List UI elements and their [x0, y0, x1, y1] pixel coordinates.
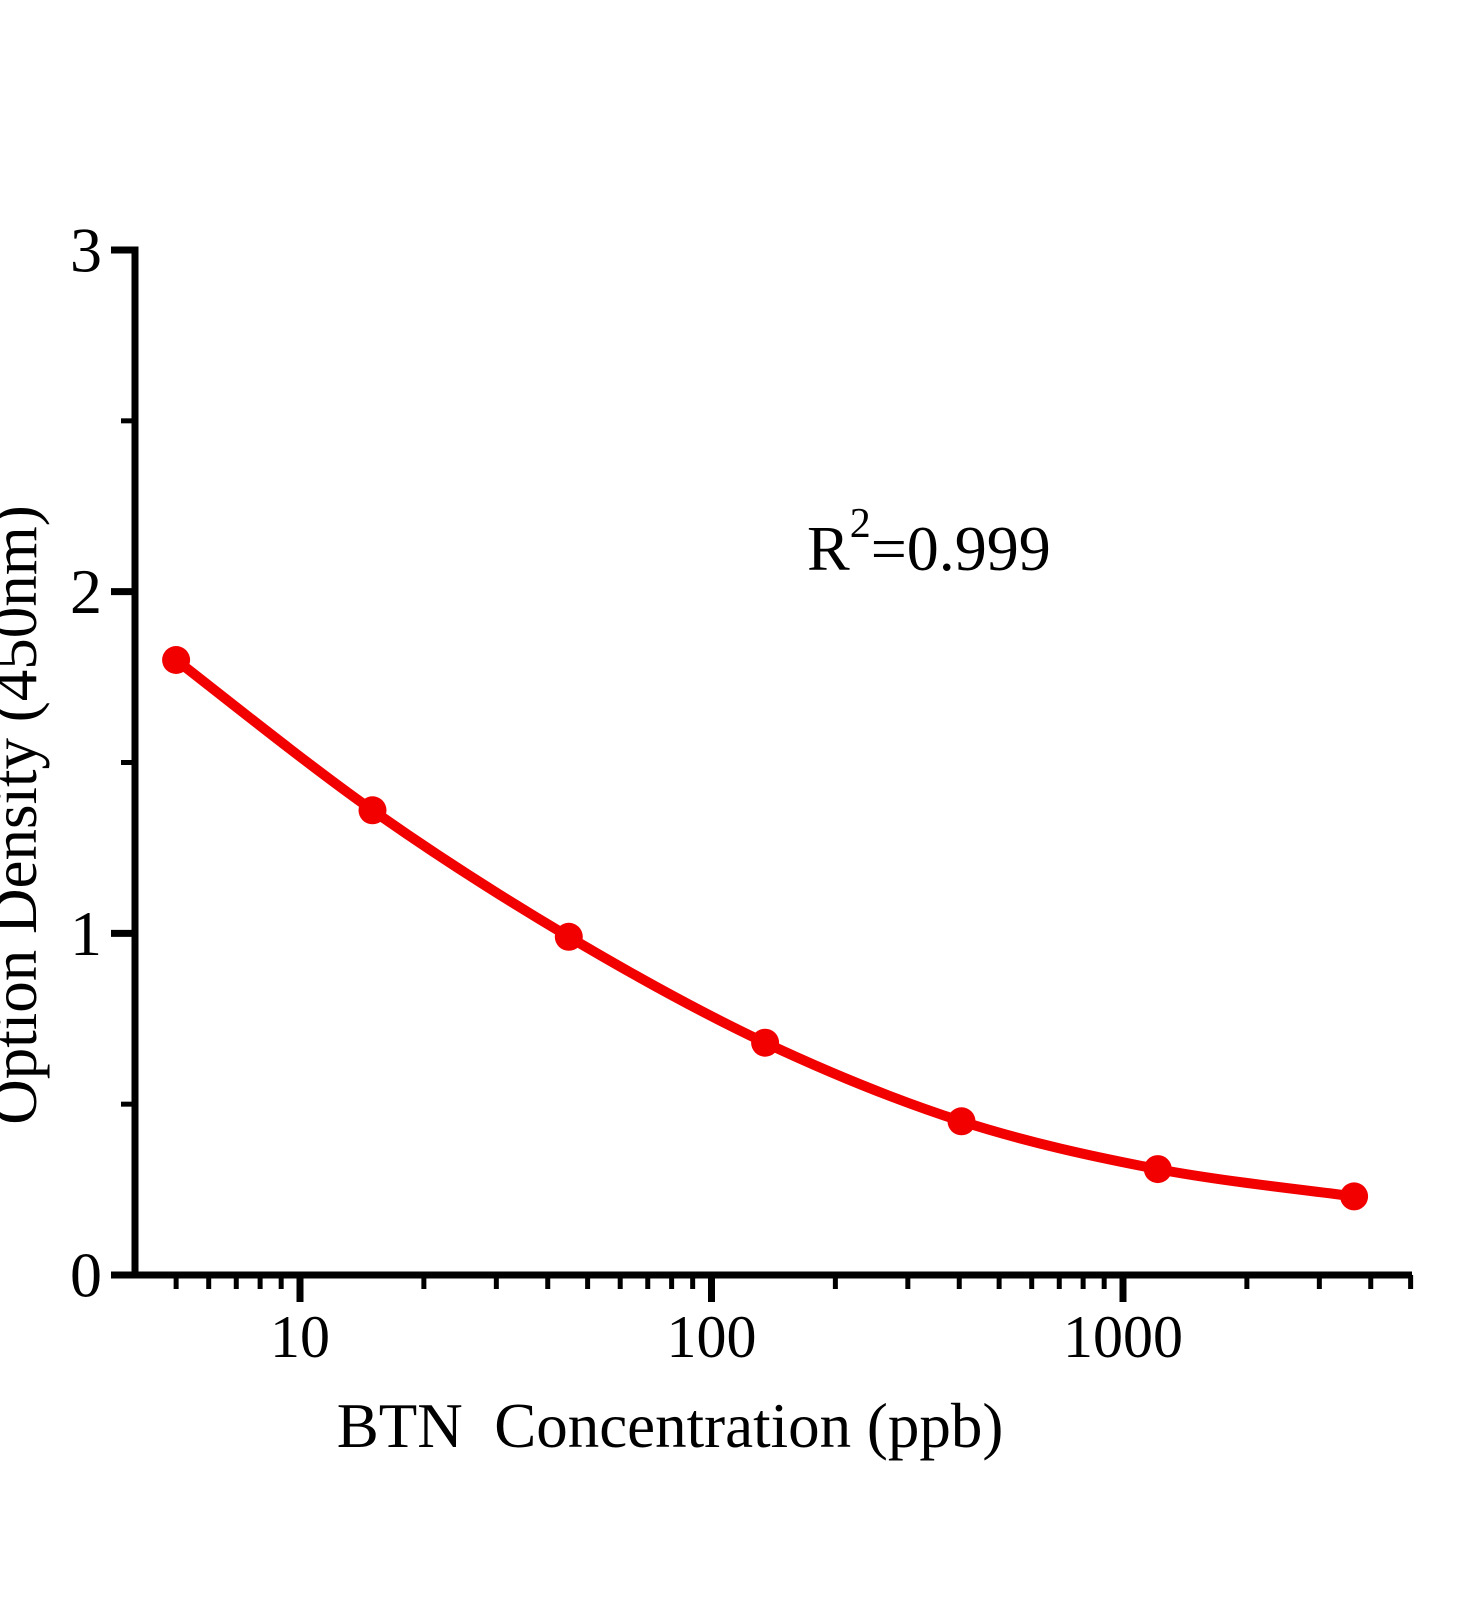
y-axis-title: Option Density (450nm)	[0, 505, 50, 1124]
x-axis-tick-label: 1000	[1063, 1304, 1183, 1370]
y-axis-tick-label: 1	[70, 898, 102, 969]
x-axis-title: BTN Concentration (ppb)	[337, 1391, 1004, 1461]
data-point-marker	[358, 796, 387, 825]
data-point-marker	[1340, 1182, 1369, 1211]
y-axis-tick-label: 2	[70, 556, 102, 627]
y-axis-tick-label: 3	[70, 215, 102, 286]
data-point-marker	[1143, 1155, 1172, 1184]
data-point-marker	[751, 1028, 780, 1057]
data-point-marker	[162, 646, 191, 674]
y-axis-tick-label: 0	[70, 1240, 102, 1311]
r-squared-annotation: R2=0.999	[807, 501, 1051, 584]
data-point-marker	[554, 922, 583, 951]
x-axis-tick-label: 100	[667, 1304, 757, 1370]
x-axis-tick-label: 10	[270, 1304, 330, 1370]
standard-curve-line	[171, 655, 1360, 1202]
data-point-marker	[947, 1107, 976, 1136]
